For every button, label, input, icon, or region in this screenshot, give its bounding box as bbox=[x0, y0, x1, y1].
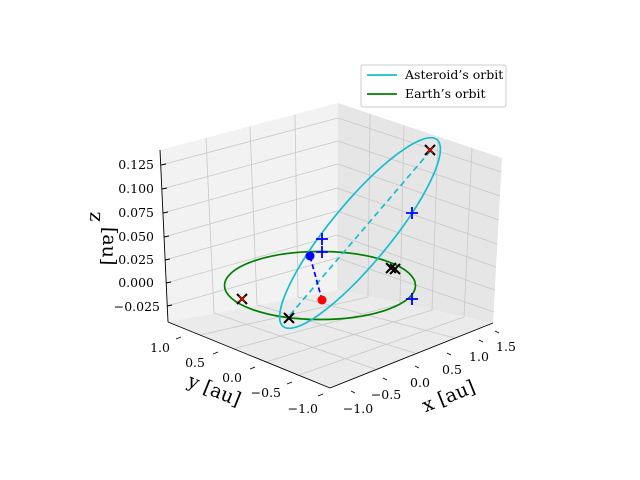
y-tick-label: −0.5 bbox=[251, 385, 281, 400]
x-tick-label: −0.5 bbox=[371, 387, 401, 402]
asteroid-position-marker bbox=[316, 233, 328, 245]
sun-marker bbox=[317, 295, 327, 305]
x-tick-labels: −1.0 −0.5 0.0 0.5 1.0 1.5 bbox=[343, 339, 516, 416]
earth-position-marker bbox=[385, 262, 397, 274]
asteroid-position-marker bbox=[316, 246, 328, 258]
x-tick-label: 0.5 bbox=[442, 362, 462, 377]
earth-position-marker-accent bbox=[238, 295, 246, 303]
y-tick-label: −1.0 bbox=[288, 401, 318, 416]
asteroid-orbit-line bbox=[278, 136, 442, 330]
y-tick-label: 1.0 bbox=[150, 340, 170, 355]
z-tick-labels: 0.125 0.100 0.075 0.050 0.025 0.000 −0.0… bbox=[114, 157, 160, 314]
legend: Asteroid’s orbit Earth’s orbit bbox=[360, 64, 507, 108]
legend-box bbox=[360, 64, 507, 108]
z-tick-label: 0.000 bbox=[118, 275, 154, 290]
z-tick-label: 0.125 bbox=[118, 157, 154, 172]
x-tick-label: 0.0 bbox=[410, 375, 430, 390]
legend-label-earth: Earth’s orbit bbox=[405, 86, 486, 101]
z-tick-label: 0.050 bbox=[118, 229, 154, 244]
pane-floor bbox=[168, 290, 493, 388]
asteroid-marker bbox=[305, 251, 315, 261]
y-tick-labels: 1.0 0.5 0.0 −0.5 −1.0 bbox=[150, 340, 318, 416]
pane-left bbox=[160, 103, 338, 322]
y-axis-line bbox=[167, 321, 331, 389]
earth-position-marker bbox=[389, 263, 401, 275]
x-tick-label: 1.0 bbox=[469, 349, 489, 364]
legend-label-asteroid: Asteroid’s orbit bbox=[404, 67, 503, 82]
earth-position-marker bbox=[283, 312, 295, 324]
x-axis-line bbox=[329, 322, 494, 389]
pane-right bbox=[337, 103, 502, 323]
z-tick-label: 0.100 bbox=[118, 181, 154, 196]
grid-lines bbox=[160, 113, 502, 376]
axis-lines bbox=[159, 149, 494, 389]
earth-position-marker-accent bbox=[426, 146, 434, 154]
y-tick-label: 0.5 bbox=[185, 355, 205, 370]
asteroid-position-marker bbox=[406, 207, 418, 219]
asteroid-position-marker bbox=[406, 293, 418, 305]
asteroid-apse-line bbox=[289, 148, 433, 316]
asteroid-position-markers bbox=[316, 207, 418, 305]
y-tick-label: 0.0 bbox=[222, 370, 242, 385]
tick-marks bbox=[160, 163, 500, 397]
x-tick-label: 1.5 bbox=[496, 339, 516, 354]
z-tick-label: 0.025 bbox=[118, 252, 154, 267]
z-axis-label: z bbox=[83, 211, 105, 222]
z-axis-line bbox=[159, 149, 169, 323]
z-tick-label: 0.075 bbox=[118, 205, 154, 220]
z-tick-label: −0.025 bbox=[114, 299, 160, 314]
z-axis-unit-label: [au] bbox=[97, 227, 120, 266]
x-tick-label: −1.0 bbox=[343, 401, 373, 416]
